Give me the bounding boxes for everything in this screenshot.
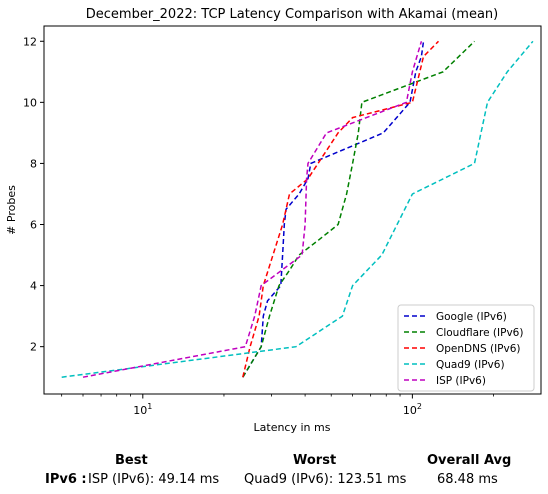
y-tick-label-6: 6 xyxy=(30,219,37,232)
x-tick-label-10: 101 xyxy=(133,402,152,417)
plot-frame xyxy=(43,25,542,395)
legend-label-1: Cloudflare (IPv6) xyxy=(436,327,523,339)
summary-best-header: Best xyxy=(115,453,148,468)
y-tick-label-10: 10 xyxy=(23,96,37,109)
summary-worst-value: Quad9 (IPv6): 123.51 ms xyxy=(244,472,407,487)
x-axis-label: Latency in ms xyxy=(254,421,331,434)
legend-label-3: Quad9 (IPv6) xyxy=(436,359,505,371)
summary-best-value: ISP (IPv6): 49.14 ms xyxy=(88,472,220,487)
y-tick-label-2: 2 xyxy=(30,341,37,354)
summary-avg-value: 68.48 ms xyxy=(437,472,498,487)
y-tick-label-12: 12 xyxy=(23,35,37,48)
legend-label-0: Google (IPv6) xyxy=(436,311,507,323)
legend-label-4: ISP (IPv6) xyxy=(436,375,486,387)
summary-avg-header: Overall Avg xyxy=(427,453,512,468)
legend: Google (IPv6) Cloudflare (IPv6) OpenDNS (I… xyxy=(397,304,535,392)
chart-title: December_2022: TCP Latency Comparison wi… xyxy=(86,7,498,22)
x-tick-label-100: 102 xyxy=(403,402,422,417)
axes: 2 4 6 8 10 12 101 102 xyxy=(23,25,542,417)
y-axis-label: # Probes xyxy=(5,185,18,235)
series-line-3 xyxy=(61,40,534,378)
series-line-4 xyxy=(82,41,423,378)
summary-worst-header: Worst xyxy=(293,453,337,468)
legend-label-2: OpenDNS (IPv6) xyxy=(436,343,521,355)
legend-box xyxy=(397,304,535,392)
series-line-1 xyxy=(242,40,476,378)
series-line-0 xyxy=(242,41,425,378)
y-tick-label-4: 4 xyxy=(30,280,37,293)
latency-chart: December_2022: TCP Latency Comparison wi… xyxy=(5,7,542,434)
y-tick-label-8: 8 xyxy=(30,157,37,170)
summary-row-label: IPv6 : xyxy=(45,472,87,487)
series-line-2 xyxy=(242,40,440,378)
plot-area xyxy=(61,40,534,378)
